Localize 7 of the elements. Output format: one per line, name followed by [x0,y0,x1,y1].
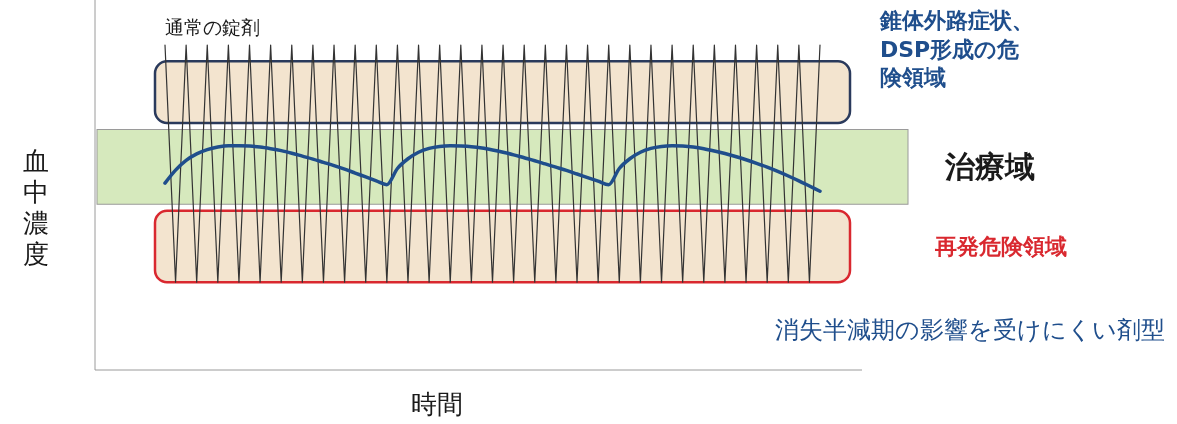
series-label: 通常の錠剤 [165,16,260,38]
text: 消失半減期の影響を受けにくい剤型 [775,316,1165,344]
band-label: 再発危険領域 [934,234,1067,260]
y-axis-title: 血中濃度 [23,146,49,269]
band-label: 治療域 [944,149,1035,185]
band-label: 錐体外路症状、DSP形成の危険領域 [879,8,1034,91]
x-axis-title: 時間 [411,389,463,419]
